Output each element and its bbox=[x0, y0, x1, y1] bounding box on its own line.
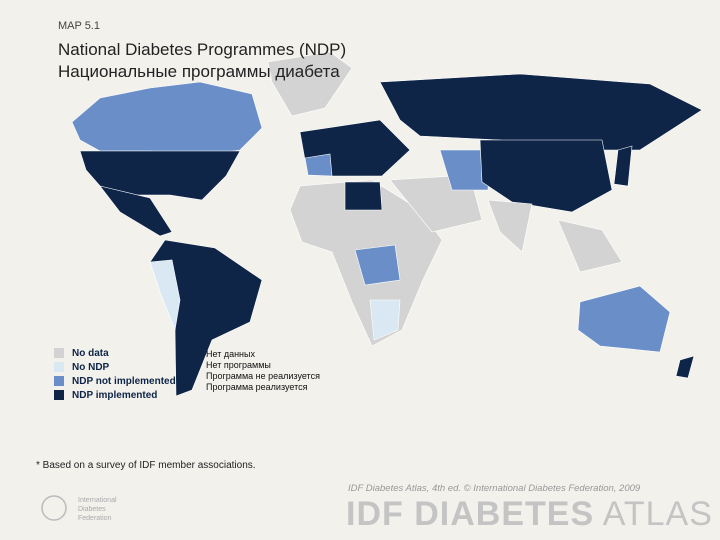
legend-label: NDP implemented bbox=[72, 389, 158, 401]
credit: IDF Diabetes Atlas, 4th ed. © Internatio… bbox=[348, 483, 641, 494]
legend-label-ru: Нет программы bbox=[206, 360, 271, 370]
russia bbox=[379, 73, 703, 151]
icon-circle bbox=[41, 495, 67, 521]
org-line: Federation bbox=[78, 515, 112, 522]
legend-item: NDP implemented bbox=[54, 388, 176, 402]
legend-swatch bbox=[54, 348, 64, 358]
legend-label-ru: Программа реализуется bbox=[206, 382, 308, 392]
title: National Diabetes Programmes (NDP) bbox=[58, 40, 347, 59]
europe-west bbox=[304, 153, 333, 177]
legend-label: No NDP bbox=[72, 361, 110, 373]
mexico bbox=[99, 185, 173, 237]
brand-bold: IDF DIABETES bbox=[346, 495, 595, 533]
org-line: International bbox=[78, 497, 117, 504]
china bbox=[479, 139, 613, 213]
legend-item: NDP not implemented bbox=[54, 374, 176, 388]
footnote: * Based on a survey of IDF member associ… bbox=[36, 460, 256, 471]
africa-south bbox=[369, 299, 401, 341]
org-icon bbox=[41, 495, 67, 521]
central-asia bbox=[439, 149, 491, 191]
legend-label-ru: Нет данных bbox=[206, 349, 255, 359]
legend-label-ru: Программа не реализуется bbox=[206, 371, 320, 381]
south-america-west bbox=[149, 259, 181, 332]
canada bbox=[71, 81, 263, 157]
title-ru: Национальные программы диабета bbox=[58, 62, 340, 81]
south-east-asia bbox=[557, 219, 623, 273]
usa bbox=[79, 150, 241, 201]
greenland bbox=[267, 51, 353, 117]
legend-swatch bbox=[54, 362, 64, 372]
legend-item: No data bbox=[54, 346, 176, 360]
brand: IDF DIABETES ATLAS bbox=[346, 495, 713, 534]
legend-label: NDP not implemented bbox=[72, 375, 176, 387]
map-label: MAP 5.1 bbox=[58, 20, 100, 32]
legend-swatch bbox=[54, 376, 64, 386]
legend-ru: Нет данных Нет программы Программа не реал… bbox=[206, 349, 320, 393]
australia bbox=[577, 285, 671, 353]
brand-light: ATLAS bbox=[602, 495, 713, 533]
india bbox=[487, 199, 533, 253]
japan bbox=[613, 145, 633, 187]
africa-central bbox=[354, 244, 401, 286]
legend-swatch bbox=[54, 390, 64, 400]
africa-north bbox=[344, 181, 383, 211]
org-logo: International Diabetes Federation bbox=[78, 496, 117, 523]
legend-label: No data bbox=[72, 347, 109, 359]
org-line: Diabetes bbox=[78, 506, 106, 513]
legend: No data No NDP NDP not implemented NDP impl… bbox=[54, 346, 176, 402]
legend-item: No NDP bbox=[54, 360, 176, 374]
new-zealand bbox=[675, 355, 695, 379]
